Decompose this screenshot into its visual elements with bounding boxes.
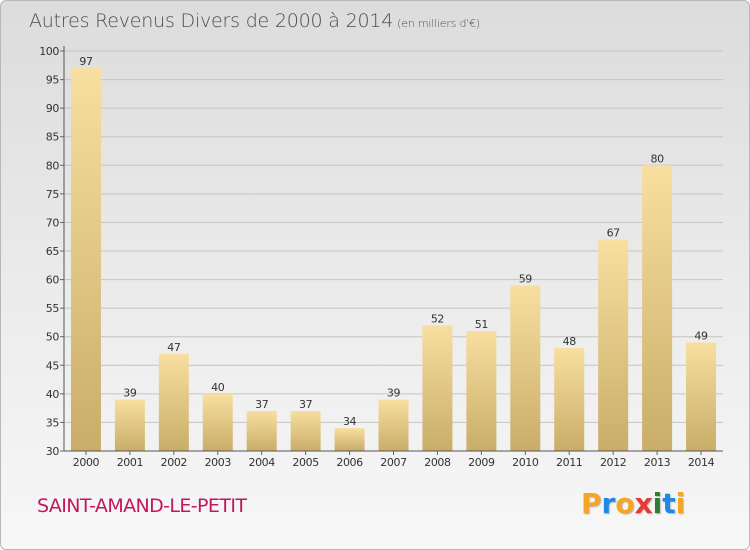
bar — [642, 165, 673, 452]
y-tick-label: 75 — [46, 188, 60, 201]
x-tick-label: 2003 — [205, 456, 232, 469]
data-label: 34 — [343, 415, 357, 428]
proxiti-logo: Proxiti — [581, 487, 685, 520]
bar — [70, 68, 101, 452]
bars — [70, 68, 717, 452]
bar — [114, 399, 145, 451]
y-tick-label: 70 — [46, 216, 60, 229]
logo-letter: P — [581, 487, 602, 520]
y-tick-label: 95 — [46, 74, 60, 87]
data-label: 52 — [431, 312, 444, 325]
title-unit: (en milliers d'€) — [397, 17, 481, 30]
x-tick-label: 2005 — [292, 456, 319, 469]
data-label: 51 — [475, 318, 488, 331]
y-tick-label: 45 — [46, 359, 60, 372]
logo-letter: i — [675, 487, 686, 520]
data-label: 47 — [167, 341, 181, 354]
y-tick-label: 30 — [46, 445, 60, 458]
bar — [334, 428, 365, 451]
title-text: Autres Revenus Divers de 2000 à 2014 — [29, 10, 394, 32]
bar — [510, 285, 541, 451]
bar — [158, 353, 189, 451]
data-label: 49 — [694, 329, 708, 342]
y-tick-label: 90 — [46, 102, 60, 115]
data-label: 37 — [299, 398, 313, 411]
x-tick-label: 2013 — [644, 456, 671, 469]
x-tick-label: 2010 — [512, 456, 539, 469]
x-tick-label: 2001 — [117, 456, 143, 469]
y-axis-ticks: 30 35 40 45 50 55 60 65 70 75 80 85 90 95 100 — [39, 45, 64, 458]
y-tick-label: 50 — [46, 331, 60, 344]
bar — [290, 411, 321, 451]
logo-letter: t — [662, 487, 676, 520]
y-tick-label: 40 — [46, 388, 60, 401]
bar — [246, 411, 277, 451]
x-tick-label: 2014 — [688, 456, 715, 469]
commune-name: SAINT-AMAND-LE-PETIT — [37, 495, 247, 517]
x-tick-label: 2006 — [336, 456, 363, 469]
x-axis-ticks: 2000 2001 2002 2003 2004 2005 2006 2007 2008 2009… — [73, 451, 715, 469]
bar — [422, 325, 453, 451]
y-tick-label: 80 — [46, 159, 60, 172]
bar — [466, 331, 497, 451]
y-tick-label: 100 — [39, 45, 59, 58]
data-label: 39 — [123, 387, 137, 400]
data-label: 48 — [563, 335, 577, 348]
y-tick-label: 85 — [46, 131, 60, 144]
x-tick-label: 2004 — [248, 456, 275, 469]
data-labels: 97 39 47 40 37 37 34 39 52 51 59 48 67 80 49 — [79, 55, 708, 428]
data-label: 37 — [255, 398, 269, 411]
logo-letter: r — [601, 487, 616, 520]
x-tick-label: 2007 — [380, 456, 407, 469]
bar — [378, 399, 409, 451]
axes — [63, 46, 723, 452]
y-tick-label: 60 — [46, 274, 60, 287]
logo-letter: i — [652, 487, 663, 520]
x-tick-label: 2002 — [161, 456, 187, 469]
data-label: 80 — [650, 152, 664, 165]
bar — [598, 239, 629, 451]
logo-letter: x — [634, 487, 653, 520]
data-label: 40 — [211, 381, 225, 394]
bar — [686, 342, 717, 451]
data-label: 97 — [79, 55, 93, 68]
chart-title: Autres Revenus Divers de 2000 à 2014 (en … — [29, 10, 480, 32]
x-tick-label: 2011 — [556, 456, 582, 469]
bar — [554, 348, 585, 451]
x-tick-label: 2000 — [73, 456, 100, 469]
x-tick-label: 2012 — [600, 456, 626, 469]
y-tick-label: 65 — [46, 245, 60, 258]
y-tick-label: 35 — [46, 416, 60, 429]
data-label: 39 — [387, 387, 401, 400]
data-label: 59 — [519, 272, 533, 285]
bar — [202, 393, 233, 451]
x-tick-label: 2008 — [424, 456, 451, 469]
data-label: 67 — [607, 227, 621, 240]
x-tick-label: 2009 — [468, 456, 495, 469]
logo-letter: o — [615, 487, 635, 520]
y-tick-label: 55 — [46, 302, 60, 315]
